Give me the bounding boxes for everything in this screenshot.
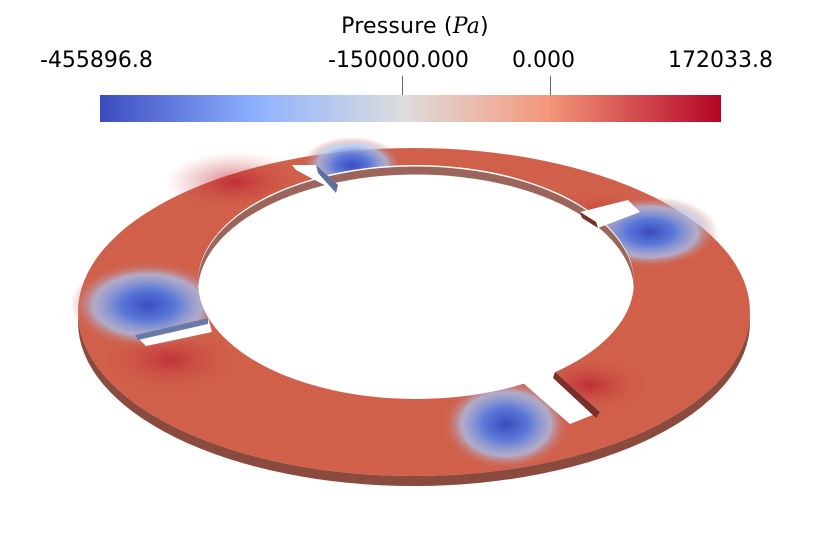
slot-right <box>580 200 640 228</box>
slot-top <box>292 165 338 193</box>
legend-title-text: Pressure ( <box>341 14 453 39</box>
legend-title: Pressure (Pa) <box>0 14 830 39</box>
legend-tick-a-label: -150000.000 <box>328 48 469 73</box>
colorbar <box>100 95 721 122</box>
low-pressure-spot-bottom <box>442 378 570 470</box>
legend-min-label: -455896.8 <box>40 48 153 73</box>
ring-top-surface <box>70 137 750 476</box>
legend-title-unit: Pa <box>452 14 481 39</box>
colorbar-legend: Pressure (Pa) -455896.8 -150000.000 0.00… <box>0 0 830 130</box>
legend-title-close: ) <box>480 14 489 39</box>
legend-tick-b-label: 0.000 <box>512 48 575 73</box>
legend-max-label: 172033.8 <box>668 48 773 73</box>
pressure-ring-render <box>70 137 750 486</box>
slot-bottom <box>522 372 600 424</box>
legend-tick-a-mark <box>402 76 403 95</box>
legend-tick-b-mark <box>550 76 551 95</box>
